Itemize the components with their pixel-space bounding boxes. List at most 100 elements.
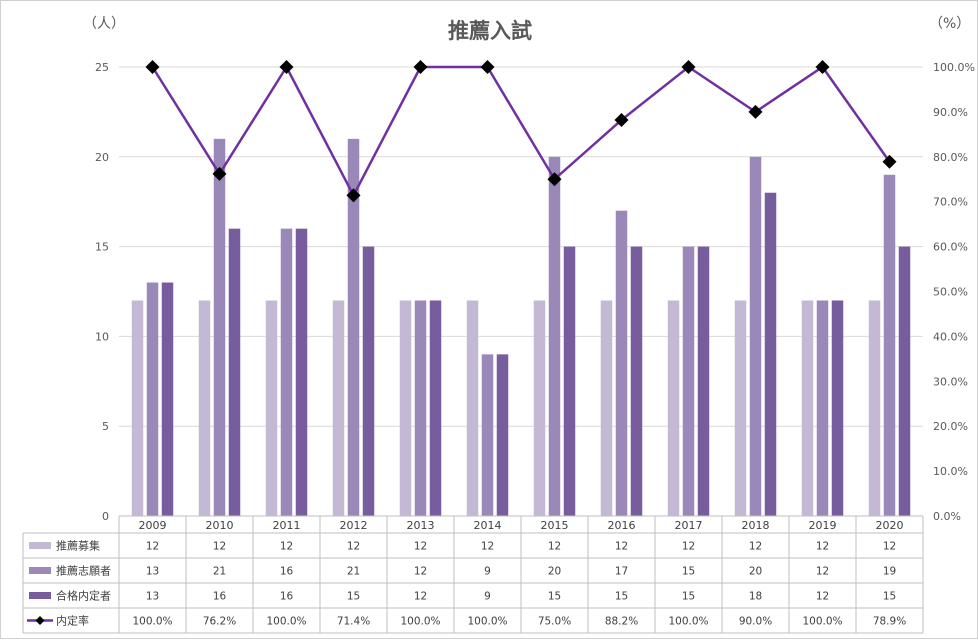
y-tick-label: 10	[95, 330, 109, 343]
bar-2-2014	[481, 354, 494, 516]
table-cell: 12	[816, 566, 829, 578]
table-row-label: 推薦募集	[56, 539, 100, 553]
table-cell: 21	[213, 566, 226, 578]
x-tick-label: 2014	[474, 519, 502, 532]
line-point-2015	[547, 172, 562, 187]
data-table: 2009 2010 2011 2012 2013 2014 2015 2016 2017 2018…	[22, 515, 924, 634]
bar-3-2016	[630, 246, 643, 516]
bar-2-2016	[615, 210, 628, 516]
bar-1-2009	[131, 300, 144, 516]
y-tick-label: 0	[102, 510, 109, 523]
axis-labels: 0 5 10 15 20 25 0.0% 10.0% 20.0% 30.0% 40.0% 50.0% 6…	[95, 61, 975, 523]
bar-3-2018	[764, 192, 777, 516]
line-point-2017	[681, 60, 696, 74]
line-point-2019	[815, 60, 830, 74]
x-tick-label: 2016	[608, 519, 636, 532]
y2-tick-label: 90.0%	[933, 106, 968, 119]
right-axis-unit: （%）	[929, 16, 970, 32]
table-cell: 12	[749, 541, 762, 553]
bar-1-2018	[734, 300, 747, 516]
table-cell: 76.2%	[203, 616, 236, 628]
bar-2-2009	[146, 282, 159, 516]
y2-tick-label: 100.0%	[933, 61, 975, 74]
x-tick-label: 2017	[675, 519, 703, 532]
table-cell: 13	[146, 566, 159, 578]
bar-3-2020	[898, 246, 911, 516]
table-cell: 100.0%	[400, 616, 440, 628]
x-tick-label: 2009	[139, 519, 167, 532]
bar-2-2015	[548, 156, 561, 517]
x-tick-label: 2013	[407, 519, 435, 532]
line-series-rate	[151, 64, 891, 199]
table-cell: 17	[615, 566, 628, 578]
y-tick-label: 5	[102, 420, 109, 433]
bar-2-2019	[816, 300, 829, 516]
bar-2-2018	[749, 156, 762, 517]
bar-3-2017	[697, 246, 710, 516]
table-cell: 15	[883, 591, 896, 603]
table-cell: 15	[682, 566, 695, 578]
table-cell: 12	[213, 541, 226, 553]
table-cell: 12	[414, 541, 427, 553]
bar-1-2020	[868, 300, 881, 516]
y2-tick-label: 50.0%	[933, 286, 968, 299]
bar-3-2014	[496, 354, 509, 516]
line-series-group	[145, 60, 897, 203]
y-tick-label: 20	[95, 151, 109, 164]
y2-tick-label: 40.0%	[933, 330, 968, 343]
table-cell: 12	[816, 591, 829, 603]
chart-title: 推薦入試	[448, 19, 532, 43]
table-cell: 100.0%	[467, 616, 507, 628]
bar-2-2013	[414, 300, 427, 516]
bar-1-2017	[667, 300, 680, 516]
left-axis-unit: （人）	[83, 16, 125, 32]
table-cell: 18	[749, 591, 762, 603]
line-point-2010	[212, 166, 227, 181]
table-cell: 15	[682, 591, 695, 603]
table-cell: 12	[347, 541, 360, 553]
table-cell: 16	[213, 591, 227, 603]
bar-3-2011	[295, 228, 308, 516]
y2-tick-label: 70.0%	[933, 196, 968, 209]
table-cell: 16	[280, 566, 294, 578]
table-cell: 100.0%	[802, 616, 842, 628]
y2-tick-label: 10.0%	[933, 465, 968, 478]
line-point-2013	[413, 60, 428, 74]
bar-3-2013	[429, 300, 442, 516]
line-point-2014	[480, 60, 495, 74]
legend-key-1	[29, 542, 51, 549]
table-cell: 15	[615, 591, 628, 603]
table-cell: 12	[816, 541, 829, 553]
table-cell: 9	[484, 591, 491, 603]
bar-3-2010	[228, 228, 241, 516]
line-point-2012	[346, 188, 361, 203]
bar-series-group	[131, 138, 911, 517]
table-cell: 20	[548, 566, 561, 578]
x-tick-label: 2019	[809, 519, 837, 532]
y-tick-label: 15	[95, 241, 109, 254]
table-cell: 15	[347, 591, 360, 603]
bar-3-2019	[831, 300, 844, 516]
table-cell: 88.2%	[605, 616, 638, 628]
table-row-label: 合格内定者	[56, 589, 111, 603]
x-tick-label: 2011	[273, 519, 301, 532]
bar-1-2013	[399, 300, 412, 516]
line-point-2016	[614, 112, 629, 127]
legend-key-2	[29, 567, 51, 574]
table-row-label: 内定率	[56, 614, 89, 628]
x-tick-label: 2012	[340, 519, 368, 532]
table-cell: 19	[883, 566, 896, 578]
table-cell: 78.9%	[873, 616, 906, 628]
bar-1-2012	[332, 300, 345, 516]
y-tick-label: 25	[95, 61, 109, 74]
bar-2-2010	[213, 138, 226, 516]
line-point-2011	[279, 60, 294, 74]
y2-tick-label: 0.0%	[933, 510, 961, 523]
table-cell: 12	[146, 541, 159, 553]
y2-tick-label: 20.0%	[933, 420, 968, 433]
line-point-2009	[145, 60, 160, 74]
y2-tick-label: 30.0%	[933, 375, 968, 388]
bar-1-2016	[600, 300, 613, 516]
table-cell: 12	[548, 541, 561, 553]
